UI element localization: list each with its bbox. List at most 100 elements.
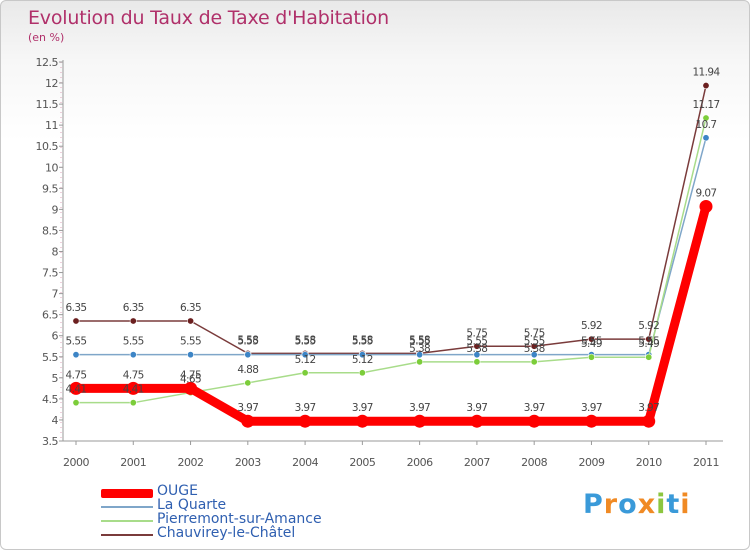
data-point	[126, 381, 140, 395]
data-point	[129, 317, 137, 325]
legend-swatch	[101, 506, 153, 508]
data-point	[72, 399, 80, 407]
data-label: 5.55	[638, 336, 659, 348]
data-point	[702, 82, 710, 90]
x-tick-label: 2005	[349, 456, 375, 469]
x-tick-label: 2002	[178, 456, 204, 469]
x-tick-label: 2010	[636, 456, 662, 469]
data-point	[358, 369, 366, 377]
data-label: 5.58	[409, 334, 430, 346]
x-tick-label: 2008	[521, 456, 547, 469]
legend-label: Chauvirey-le-Châtel	[157, 525, 296, 541]
data-point	[416, 358, 424, 366]
y-tick-label: 10.5	[36, 140, 59, 153]
data-label: 5.55	[180, 336, 201, 348]
data-point	[584, 414, 598, 428]
logo-letter: i	[656, 489, 667, 520]
data-label: 4.75	[180, 369, 201, 381]
data-point	[244, 379, 252, 387]
data-label: 5.92	[638, 320, 659, 332]
data-point	[473, 358, 481, 366]
data-label: 5.58	[237, 334, 258, 346]
data-label: 5.58	[295, 334, 316, 346]
logo-letter: x	[637, 489, 657, 520]
legend-label: La Quarte	[157, 497, 227, 513]
data-point	[184, 381, 198, 395]
data-point	[129, 351, 137, 359]
series-line-chauvirey-le-ch-tel	[75, 84, 707, 355]
data-point	[530, 358, 538, 366]
data-label: 5.38	[524, 343, 545, 355]
data-label: 5.12	[295, 354, 316, 366]
data-label: 5.55	[237, 336, 258, 348]
data-label: 3.97	[295, 402, 316, 414]
data-label: 5.55	[66, 336, 87, 348]
proxiti-logo: Proxiti	[583, 489, 691, 520]
data-label: 5.55	[466, 336, 487, 348]
data-label: 5.49	[638, 338, 659, 350]
data-label: 5.58	[352, 334, 373, 346]
data-point	[587, 353, 595, 361]
y-tick-label: 5.5	[42, 351, 58, 364]
data-label: 5.38	[409, 343, 430, 355]
data-label: 6.35	[66, 302, 87, 314]
data-label: 11.94	[692, 67, 720, 79]
data-label: 9.07	[696, 187, 717, 199]
y-tick-label: 6	[52, 330, 59, 343]
x-tick-label: 2004	[292, 456, 318, 469]
data-label: 10.7	[696, 119, 717, 131]
x-tick-label: 2011	[693, 456, 719, 469]
logo-letter: o	[618, 489, 638, 520]
data-point	[473, 342, 481, 350]
data-point	[72, 317, 80, 325]
x-tick-label: 2007	[464, 456, 490, 469]
data-point	[645, 335, 653, 343]
y-tick-label: 7.5	[42, 267, 58, 280]
x-tick-label: 2003	[235, 456, 261, 469]
logo-letter: t	[666, 489, 681, 520]
y-tick-label: 12	[45, 77, 58, 90]
chart-title: Evolution du Taux de Taxe d'Habitation	[28, 7, 389, 29]
data-label: 6.35	[180, 302, 201, 314]
data-point	[699, 199, 713, 213]
data-label: 3.97	[237, 402, 258, 414]
data-point	[244, 351, 252, 359]
data-point	[642, 414, 656, 428]
data-point	[69, 381, 83, 395]
data-label: 5.55	[524, 336, 545, 348]
data-label: 5.38	[466, 343, 487, 355]
data-point	[530, 342, 538, 350]
y-tick-label: 12.5	[36, 56, 59, 69]
data-point	[301, 351, 309, 359]
y-tick-label: 8	[52, 246, 59, 259]
logo-letter: r	[603, 489, 619, 520]
data-point	[241, 414, 255, 428]
data-point	[301, 369, 309, 377]
legend-label: Pierremont-sur-Amance	[157, 511, 322, 527]
series-line-ouge	[71, 201, 711, 426]
data-label: 3.97	[524, 402, 545, 414]
data-label: 5.12	[352, 354, 373, 366]
x-tick-label: 2009	[578, 456, 604, 469]
data-label: 4.88	[237, 364, 258, 376]
logo-letter: P	[583, 489, 604, 520]
data-label: 4.41	[66, 384, 87, 396]
y-tick-label: 8.5	[42, 224, 58, 237]
series-line-pierremont-sur-amance	[75, 117, 707, 404]
data-point	[530, 351, 538, 359]
x-tick-label: 2000	[63, 456, 89, 469]
data-label: 5.55	[409, 336, 430, 348]
data-point	[416, 351, 424, 359]
data-label: 5.55	[352, 336, 373, 348]
legend-swatch	[101, 489, 153, 498]
y-tick-label: 4.5	[42, 393, 58, 406]
data-point	[413, 414, 427, 428]
data-label: 4.41	[123, 384, 144, 396]
data-label: 5.75	[524, 327, 545, 339]
data-point	[298, 414, 312, 428]
data-label: 6.35	[123, 302, 144, 314]
y-unit-label: (en %)	[28, 31, 65, 44]
y-tick-label: 5	[52, 372, 59, 385]
